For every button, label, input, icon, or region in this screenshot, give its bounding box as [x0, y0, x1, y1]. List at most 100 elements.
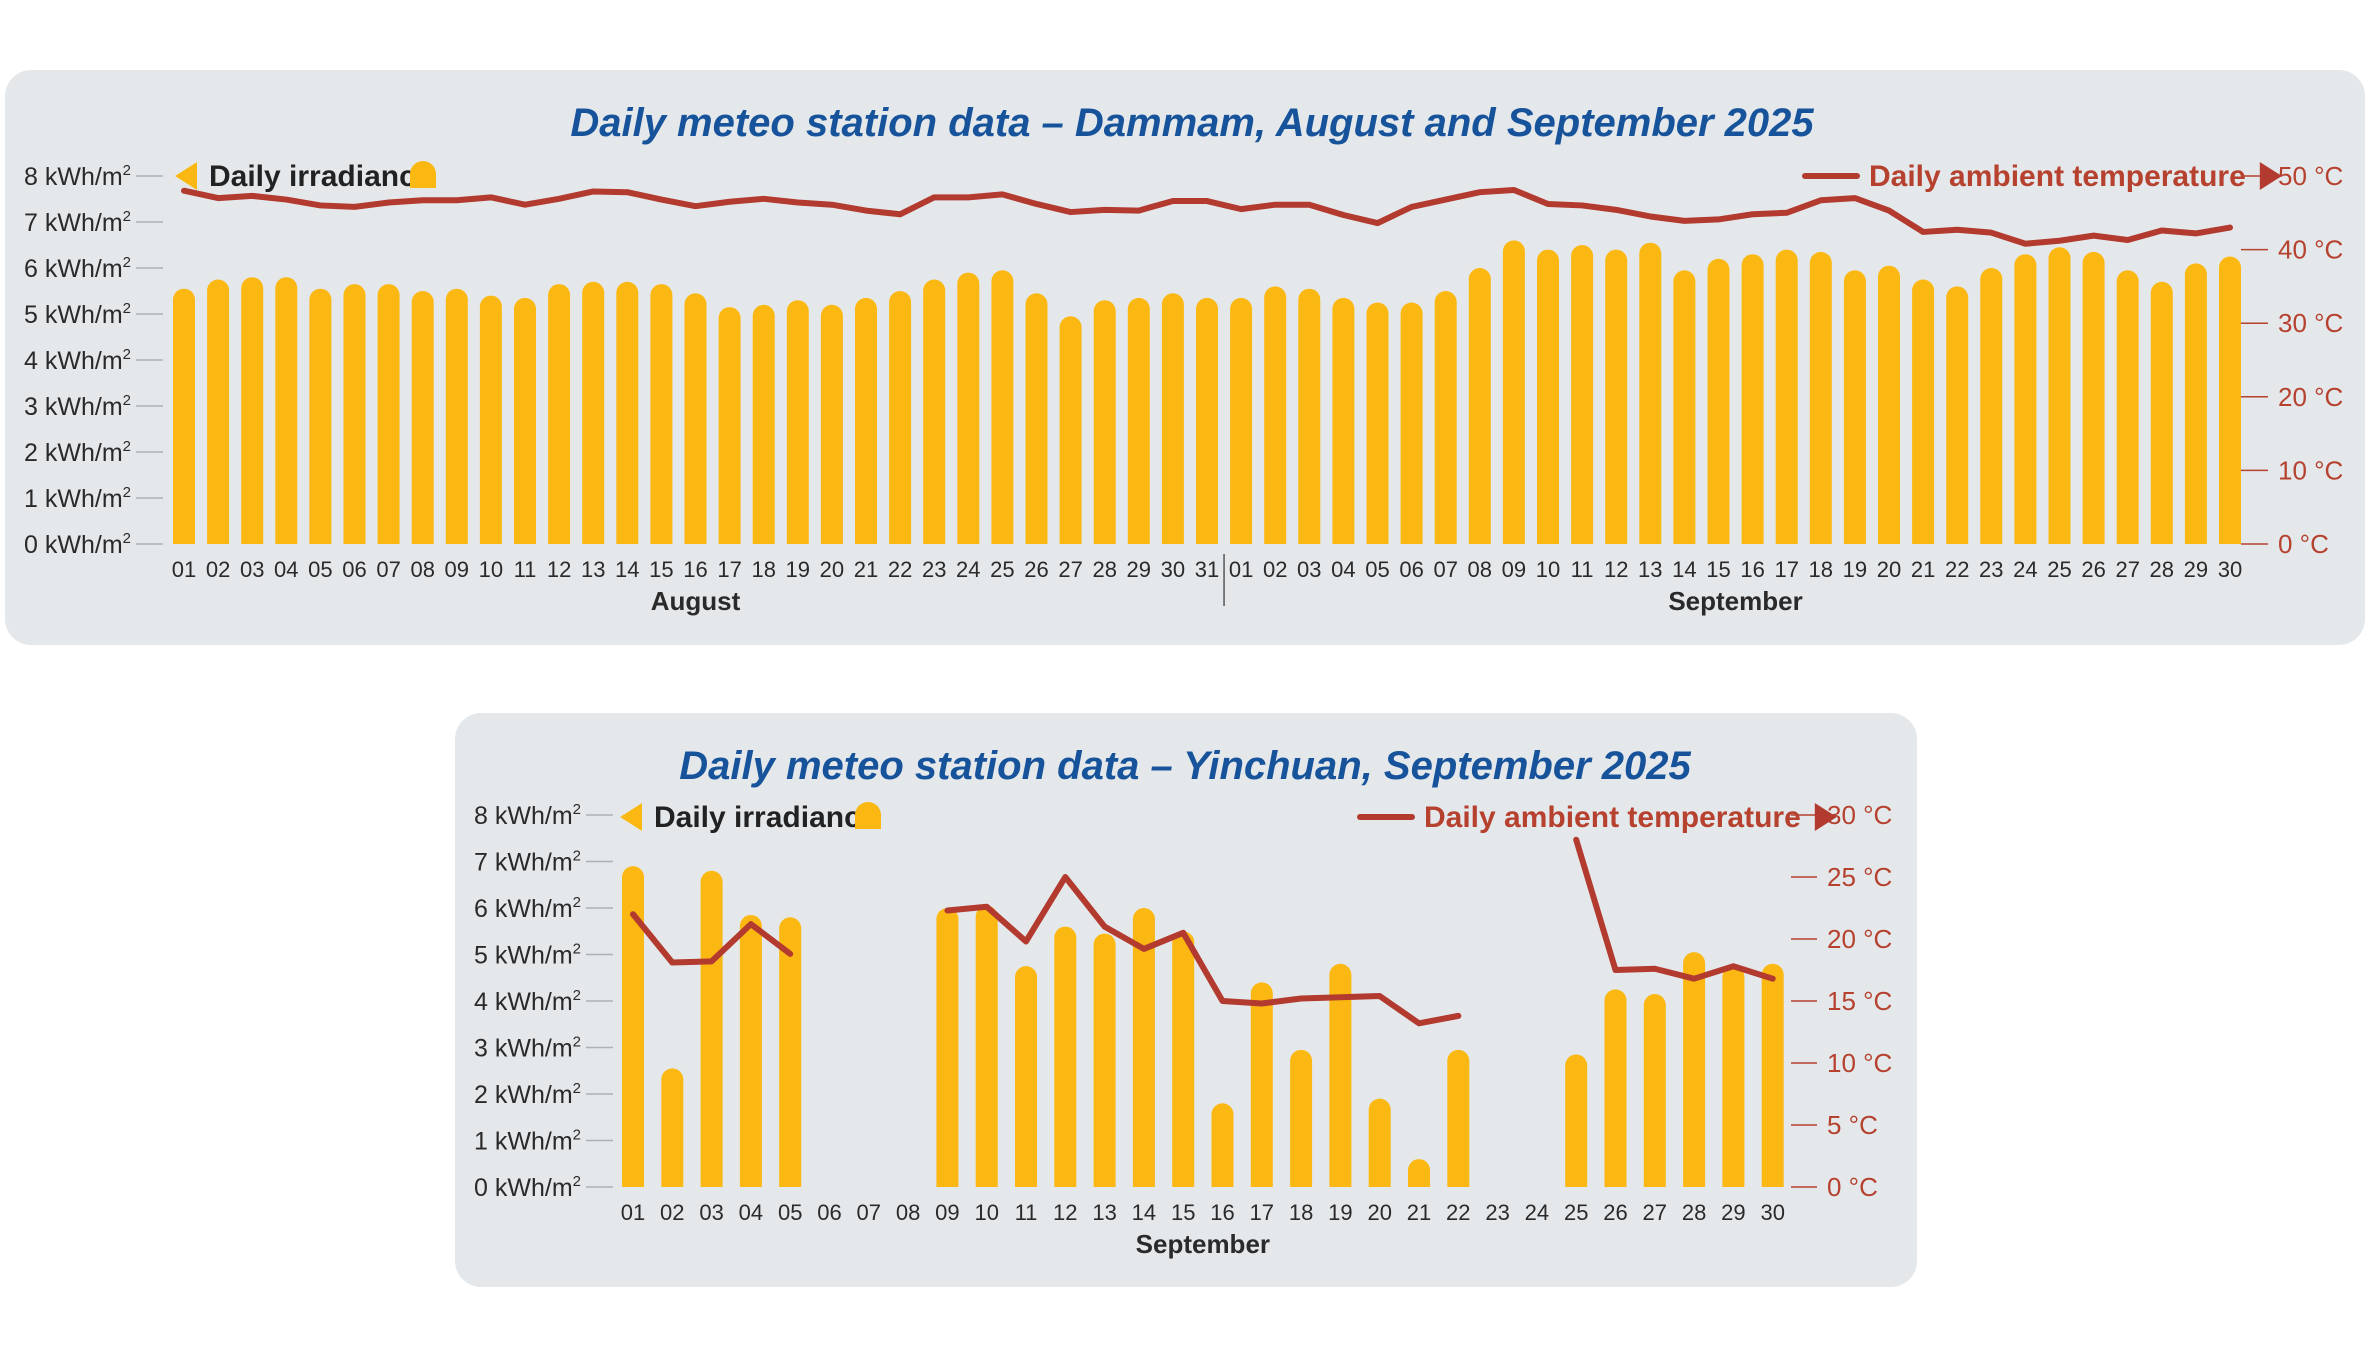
irradiance-bar	[2082, 251, 2105, 544]
irradiance-bar	[1604, 989, 1627, 1187]
temperature-line	[944, 874, 1462, 1027]
x-tick-label: 16	[1210, 1200, 1234, 1225]
y-left-tick-label: 7 kWh/m2	[24, 208, 131, 237]
x-tick-label: 15	[1706, 557, 1730, 582]
x-tick-label: 06	[817, 1200, 841, 1225]
irradiance-bar	[1707, 258, 1730, 544]
irradiance-bar	[820, 304, 843, 544]
irradiance-bar	[1775, 249, 1798, 544]
x-tick-label: 09	[1502, 557, 1526, 582]
irradiance-bar	[1093, 933, 1116, 1187]
x-tick-label: 19	[786, 557, 810, 582]
x-tick-label: 20	[820, 557, 844, 582]
x-tick-label: 04	[739, 1200, 763, 1225]
irradiance-bar	[445, 288, 468, 544]
x-tick-label: 24	[1525, 1200, 1549, 1225]
irradiance-bar	[923, 279, 946, 544]
x-tick-label: 25	[990, 557, 1014, 582]
irradiance-bar	[1809, 251, 1832, 544]
irradiance-bar	[616, 281, 639, 544]
x-tick-label: 28	[1092, 557, 1116, 582]
x-tick-label: 07	[376, 557, 400, 582]
x-tick-label: 27	[1058, 557, 1082, 582]
irradiance-bar	[1741, 254, 1764, 544]
irradiance-bar	[411, 291, 434, 544]
x-tick-label: 30	[2218, 557, 2242, 582]
legend-temperature-label: Daily ambient temperature	[1424, 801, 1801, 834]
irradiance-bar	[1565, 1054, 1588, 1187]
x-tick-label: 09	[445, 557, 469, 582]
x-tick-label: 20	[1367, 1200, 1391, 1225]
legend-irradiance-label: Daily irradiance	[654, 801, 877, 834]
irradiance-bar	[1502, 240, 1525, 544]
y-left-tick-label: 2 kWh/m2	[24, 438, 131, 467]
chart-panel-dammam: Daily meteo station data – Dammam, Augus…	[5, 70, 2365, 645]
irradiance-bar	[779, 917, 802, 1187]
x-tick-label: 23	[922, 557, 946, 582]
x-tick-label: 29	[1127, 557, 1151, 582]
temperature-line	[630, 911, 794, 966]
irradiance-bar	[650, 284, 673, 544]
x-tick-label: 21	[1911, 557, 1935, 582]
irradiance-bar	[582, 281, 605, 544]
x-tick-label: 17	[1250, 1200, 1274, 1225]
x-month-label: August	[651, 586, 741, 616]
y-right-tick-label: 20 °C	[1827, 924, 1892, 954]
y-left-tick-label: 5 kWh/m2	[24, 300, 131, 329]
y-right-tick-label: 0 °C	[2278, 529, 2329, 559]
irradiance-bar	[1605, 249, 1628, 544]
legend-arrow-right-icon	[1814, 803, 1837, 831]
x-tick-label: 26	[1024, 557, 1048, 582]
x-tick-label: 11	[1015, 1200, 1038, 1225]
irradiance-bar	[1912, 279, 1935, 544]
irradiance-bar	[548, 284, 571, 544]
irradiance-bar	[207, 279, 230, 544]
legend-irradiance-swatch	[410, 161, 436, 188]
chart-yinchuan: Daily meteo station data – Yinchuan, Sep…	[474, 744, 1892, 1259]
irradiance-bar	[1722, 966, 1745, 1187]
x-tick-label: 17	[1774, 557, 1798, 582]
x-tick-label: 26	[2081, 557, 2105, 582]
x-tick-label: 05	[1365, 557, 1389, 582]
irradiance-bar	[739, 914, 762, 1187]
x-tick-label: 07	[857, 1200, 881, 1225]
y-right-tick-label: 5 °C	[1827, 1110, 1878, 1140]
x-tick-label: 13	[581, 557, 605, 582]
irradiance-bar	[1400, 302, 1423, 544]
irradiance-bar	[936, 908, 959, 1187]
irradiance-bar	[1643, 994, 1666, 1187]
irradiance-bar	[718, 307, 741, 544]
x-tick-label: 06	[342, 557, 366, 582]
irradiance-bar	[343, 284, 366, 544]
y-left-tick-label: 7 kWh/m2	[474, 848, 581, 877]
y-right-tick-label: 25 °C	[1827, 862, 1892, 892]
temperature-line	[1573, 836, 1776, 982]
irradiance-bar	[1230, 297, 1253, 544]
y-left-tick-label: 4 kWh/m2	[474, 987, 581, 1016]
y-right-tick-label: 0 °C	[1827, 1172, 1878, 1202]
x-tick-label: 14	[1672, 557, 1696, 582]
x-tick-label: 22	[888, 557, 912, 582]
y-left-tick-label: 3 kWh/m2	[24, 392, 131, 421]
irradiance-bar	[889, 291, 912, 544]
x-tick-label: 12	[1053, 1200, 1077, 1225]
x-tick-label: 01	[1229, 557, 1253, 582]
irradiance-bar	[2116, 270, 2139, 544]
irradiance-bar	[1761, 963, 1784, 1187]
x-tick-label: 02	[206, 557, 230, 582]
x-tick-label: 03	[1297, 557, 1321, 582]
y-right-tick-label: 40 °C	[2278, 235, 2343, 265]
x-tick-label: 29	[2184, 557, 2208, 582]
x-tick-label: 15	[649, 557, 673, 582]
irradiance-bar	[1264, 286, 1287, 544]
x-tick-label: 18	[1289, 1200, 1313, 1225]
irradiance-bar	[2150, 281, 2173, 544]
x-tick-label: 24	[2013, 557, 2037, 582]
y-left-tick-label: 8 kWh/m2	[24, 162, 131, 191]
y-right-tick-label: 30 °C	[1827, 800, 1892, 830]
x-tick-label: 01	[172, 557, 196, 582]
irradiance-bar	[684, 293, 707, 544]
y-right-tick-label: 15 °C	[1827, 986, 1892, 1016]
x-tick-label: 02	[1263, 557, 1287, 582]
x-tick-label: 26	[1603, 1200, 1627, 1225]
